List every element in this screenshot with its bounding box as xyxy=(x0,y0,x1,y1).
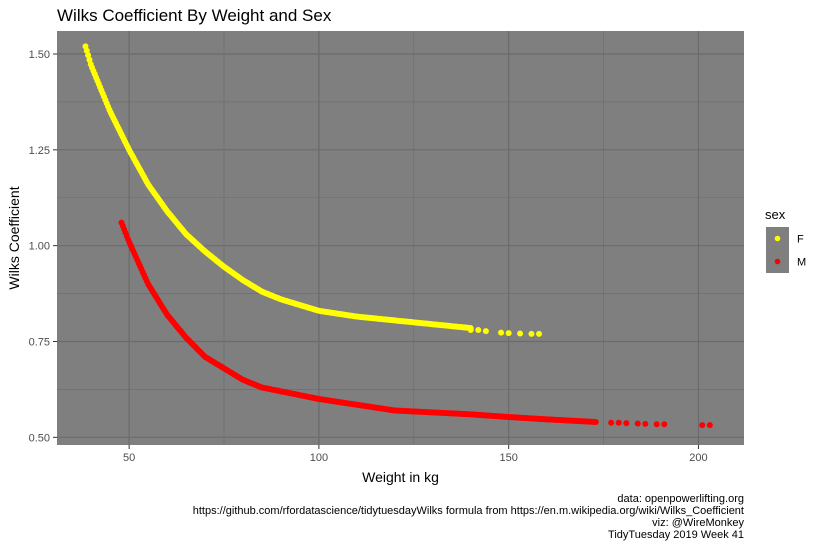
x-axis-title: Weight in kg xyxy=(362,469,439,485)
data-point-M xyxy=(661,421,668,428)
legend-title: sex xyxy=(765,207,786,222)
legend-label-M: M xyxy=(797,257,806,269)
x-tick-label: 50 xyxy=(123,452,135,464)
y-axis-title: Wilks Coefficient xyxy=(6,186,22,289)
x-tick-label: 200 xyxy=(689,452,707,464)
data-point-M xyxy=(623,420,630,427)
caption-line: viz: @WireMonkey xyxy=(652,517,744,529)
grid-lines xyxy=(57,31,744,445)
y-tick-label: 0.50 xyxy=(29,432,50,444)
data-point-M xyxy=(608,419,615,426)
data-point-M xyxy=(706,422,713,429)
y-tick-label: 0.75 xyxy=(29,337,50,349)
data-point-F xyxy=(498,329,505,336)
y-tick-label: 1.50 xyxy=(29,49,50,61)
data-point-M xyxy=(634,420,641,427)
data-point-F xyxy=(536,330,543,337)
y-tick-label: 1.25 xyxy=(29,145,50,157)
data-point-F xyxy=(517,330,524,337)
data-point-F xyxy=(475,327,482,333)
legend-marker-F xyxy=(774,235,781,242)
data-point-F xyxy=(505,330,512,337)
data-point-F xyxy=(482,328,489,335)
caption-line: data: openpowerlifting.org xyxy=(617,493,744,505)
x-tick-label: 100 xyxy=(310,452,328,464)
chart-title: Wilks Coefficient By Weight and Sex xyxy=(57,6,332,25)
plot-panel xyxy=(57,31,744,445)
legend-label-F: F xyxy=(797,234,804,246)
caption: data: openpowerlifting.orghttps://github… xyxy=(193,493,745,541)
data-point-M xyxy=(653,421,660,428)
data-point-F xyxy=(467,327,474,333)
data-point-M xyxy=(592,418,599,425)
series-F xyxy=(82,43,543,337)
caption-line: TidyTuesday 2019 Week 41 xyxy=(608,529,744,541)
series-M xyxy=(118,219,713,429)
data-point-M xyxy=(642,420,649,427)
data-point-M xyxy=(699,422,706,429)
x-tick-label: 150 xyxy=(499,452,517,464)
legend-marker-M xyxy=(774,258,781,265)
caption-line: https://github.com/rfordatascience/tidyt… xyxy=(193,505,744,517)
data-point-F xyxy=(528,330,535,337)
legend: sex FM xyxy=(765,207,806,273)
axes: 50 100 150 200 0.50 0.75 1.00 1.25 1.50 xyxy=(29,49,708,464)
data-point-M xyxy=(615,419,622,426)
y-tick-label: 1.00 xyxy=(29,241,50,253)
data-points xyxy=(82,43,713,429)
